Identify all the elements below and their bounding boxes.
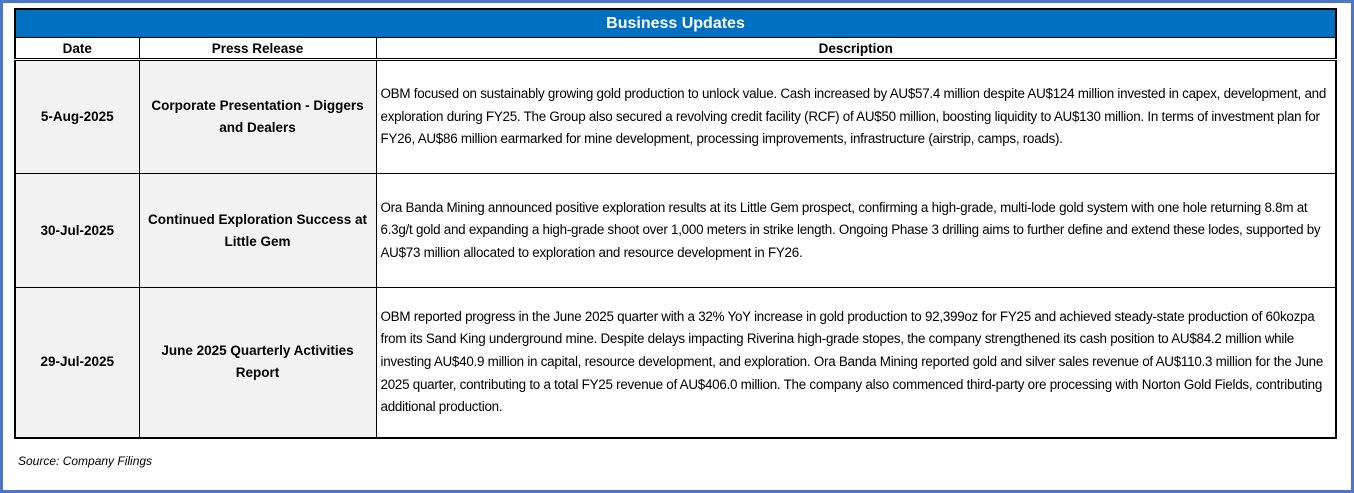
header-description: Description <box>375 37 1337 61</box>
header-press-release: Press Release <box>138 37 377 61</box>
table-title: Business Updates <box>14 8 1337 38</box>
source-note: Source: Company Filings <box>18 454 153 468</box>
business-updates-table: Business Updates Date Press Release Desc… <box>14 8 1337 439</box>
row-description: Ora Banda Mining announced positive expl… <box>375 173 1337 288</box>
row-description: OBM reported progress in the June 2025 q… <box>375 287 1337 438</box>
row-date: 5-Aug-2025 <box>14 59 140 174</box>
row-press-release: Continued Exploration Success at Little … <box>138 173 377 288</box>
row-press-release: Corporate Presentation - Diggers and Dea… <box>138 59 377 174</box>
row-press-release: June 2025 Quarterly Activities Report <box>138 287 377 438</box>
table-row: 29-Jul-2025 June 2025 Quarterly Activiti… <box>14 287 1337 438</box>
header-date: Date <box>14 37 140 61</box>
table-row: 5-Aug-2025 Corporate Presentation - Digg… <box>14 59 1337 174</box>
row-date: 30-Jul-2025 <box>14 173 140 288</box>
table-row: 30-Jul-2025 Continued Exploration Succes… <box>14 173 1337 288</box>
row-description: OBM focused on sustainably growing gold … <box>375 59 1337 174</box>
row-date: 29-Jul-2025 <box>14 287 140 438</box>
